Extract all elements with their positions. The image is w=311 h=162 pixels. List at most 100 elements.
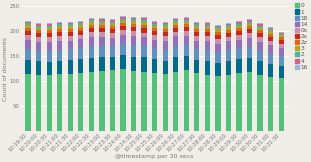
Bar [215,52,220,63]
Bar [131,45,136,57]
Bar [47,28,52,30]
Bar [205,75,210,131]
Bar [258,51,263,61]
Bar [36,30,41,33]
Bar [99,19,104,21]
Bar [247,26,252,29]
Bar [26,74,31,131]
Bar [57,36,62,41]
Bar [279,37,284,40]
Bar [120,21,126,23]
Bar [78,39,83,48]
Bar [194,49,199,60]
Bar [57,29,62,32]
Bar [131,24,136,27]
Bar [226,33,231,37]
Bar [215,26,220,27]
Bar [215,63,220,76]
Bar [205,27,210,29]
Bar [67,41,73,49]
Bar [163,29,168,32]
Bar [131,27,136,31]
Bar [163,74,168,131]
Bar [183,45,189,56]
Bar [152,26,157,28]
Bar [47,30,52,33]
Bar [89,25,94,28]
Bar [142,17,147,18]
Bar [226,75,231,131]
Bar [205,22,210,23]
Bar [57,26,62,29]
Bar [194,41,199,49]
Bar [78,21,83,22]
Bar [142,46,147,57]
Bar [163,32,168,36]
Bar [152,21,157,22]
Bar [131,18,136,19]
Bar [131,17,136,18]
Bar [120,26,126,30]
Bar [236,49,242,59]
Bar [152,59,157,73]
Bar [268,64,273,77]
Bar [57,24,62,26]
Bar [236,26,242,28]
Bar [142,57,147,72]
Bar [47,37,52,42]
Bar [205,36,210,41]
Bar [258,24,263,26]
Bar [78,28,83,31]
Bar [131,19,136,21]
Bar [26,25,31,28]
Bar [78,48,83,59]
Bar [99,57,104,71]
Bar [142,37,147,46]
Bar [99,71,104,131]
Bar [152,22,157,24]
Bar [131,31,136,36]
Bar [36,23,41,24]
Bar [89,58,94,72]
Bar [67,36,73,41]
Bar [36,61,41,75]
Bar [47,42,52,51]
Bar [279,44,284,48]
Bar [247,22,252,24]
Bar [47,26,52,28]
Bar [236,22,242,24]
Bar [247,20,252,22]
Bar [226,50,231,61]
Bar [215,32,220,35]
Bar [236,28,242,31]
Bar [152,24,157,26]
Bar [99,18,104,19]
Bar [99,37,104,46]
Bar [258,42,263,51]
Bar [89,28,94,32]
Bar [173,22,178,25]
Bar [268,37,273,41]
Bar [258,26,263,28]
Bar [67,60,73,74]
Bar [57,61,62,74]
Bar [120,30,126,35]
Bar [236,21,242,22]
Bar [67,29,73,32]
Bar [183,56,189,70]
Bar [183,18,189,20]
Bar [236,59,242,73]
Bar [57,22,62,23]
Bar [89,72,94,131]
Bar [99,21,104,23]
Bar [110,24,115,26]
Bar [120,35,126,44]
Bar [57,74,62,131]
Bar [57,32,62,36]
Bar [205,29,210,32]
Bar [110,26,115,29]
Bar [47,24,52,26]
Bar [131,36,136,45]
Bar [152,31,157,35]
Bar [78,25,83,28]
